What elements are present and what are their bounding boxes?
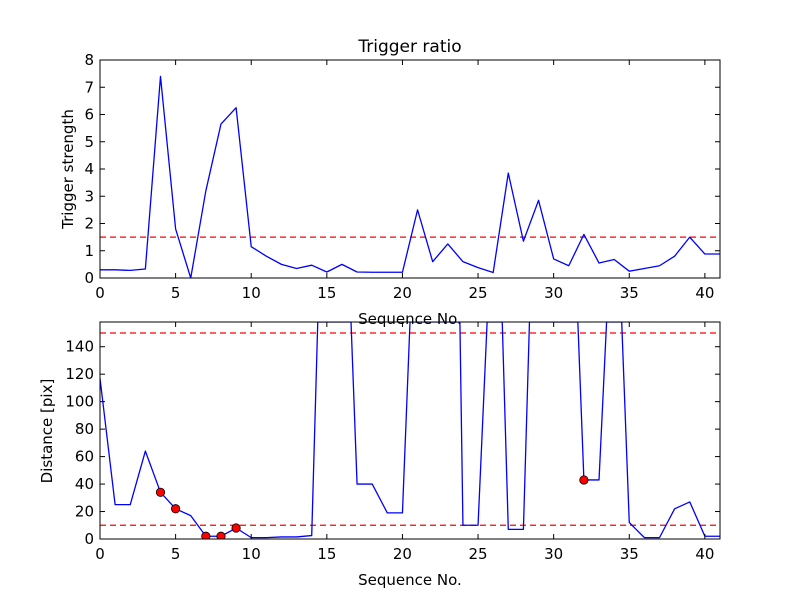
- top-plot-area: [100, 75, 720, 278]
- top-y-tick-label: 0: [84, 269, 94, 287]
- top-y-tick-label: 8: [84, 51, 94, 69]
- top-y-tick-label: 7: [84, 78, 94, 96]
- bottom-data-point: [201, 531, 211, 539]
- top-x-tick-label: 40: [695, 284, 714, 302]
- chart-title: Trigger ratio: [357, 37, 461, 57]
- top-x-tick-label: 0: [95, 284, 105, 302]
- bottom-y-tick-label: 40: [75, 475, 94, 493]
- top-x-tick-label: 10: [242, 284, 261, 302]
- bottom-data-point: [231, 523, 241, 533]
- top-y-tick-label: 2: [84, 215, 94, 233]
- top-series-line-0: [100, 75, 720, 278]
- bottom-x-tick-label: 35: [620, 545, 639, 563]
- bottom-axes-frame: [99, 321, 721, 540]
- bottom-y-tick-label: 100: [65, 393, 94, 411]
- top-y-axis-label: Trigger strength: [59, 109, 77, 230]
- bottom-data-point: [171, 504, 181, 514]
- top-x-tick-label: 20: [393, 284, 412, 302]
- bottom-y-tick-label: 0: [84, 530, 94, 548]
- bottom-y-tick-label: 80: [75, 420, 94, 438]
- bottom-x-tick-label: 5: [171, 545, 181, 563]
- bottom-y-tick-label: 140: [65, 338, 94, 356]
- bottom-y-tick-label: 60: [75, 448, 94, 466]
- bottom-x-tick-label: 20: [393, 545, 412, 563]
- bottom-x-tick-label: 40: [695, 545, 714, 563]
- top-y-tick-label: 3: [84, 187, 94, 205]
- bottom-x-tick-label: 0: [95, 545, 105, 563]
- bottom-x-tick-label: 15: [317, 545, 336, 563]
- top-x-tick-label: 5: [171, 284, 181, 302]
- bottom-x-tick-label: 10: [242, 545, 261, 563]
- top-x-tick-label: 25: [469, 284, 488, 302]
- top-x-tick-label: 35: [620, 284, 639, 302]
- bottom-y-tick-label: 20: [75, 503, 94, 521]
- top-y-tick-label: 5: [84, 133, 94, 151]
- bottom-data-point: [579, 475, 589, 485]
- top-y-tick-label: 4: [84, 160, 94, 178]
- top-x-tick-label: 15: [317, 284, 336, 302]
- top-x-tick-label: 30: [544, 284, 563, 302]
- bottom-plot-area: [100, 322, 720, 539]
- bottom-data-point: [155, 487, 166, 497]
- bottom-y-tick-label: 120: [65, 365, 94, 383]
- bottom-y-axis-label: Distance [pix]: [38, 379, 56, 484]
- top-y-tick-label: 6: [84, 106, 94, 124]
- bottom-x-tick-label: 25: [469, 545, 488, 563]
- bottom-x-tick-label: 30: [544, 545, 563, 563]
- top-x-axis-label: Sequence No.: [358, 310, 462, 328]
- bottom-data-point: [216, 531, 226, 539]
- bottom-x-axis-label: Sequence No.: [358, 571, 462, 589]
- top-y-tick-label: 1: [84, 242, 94, 260]
